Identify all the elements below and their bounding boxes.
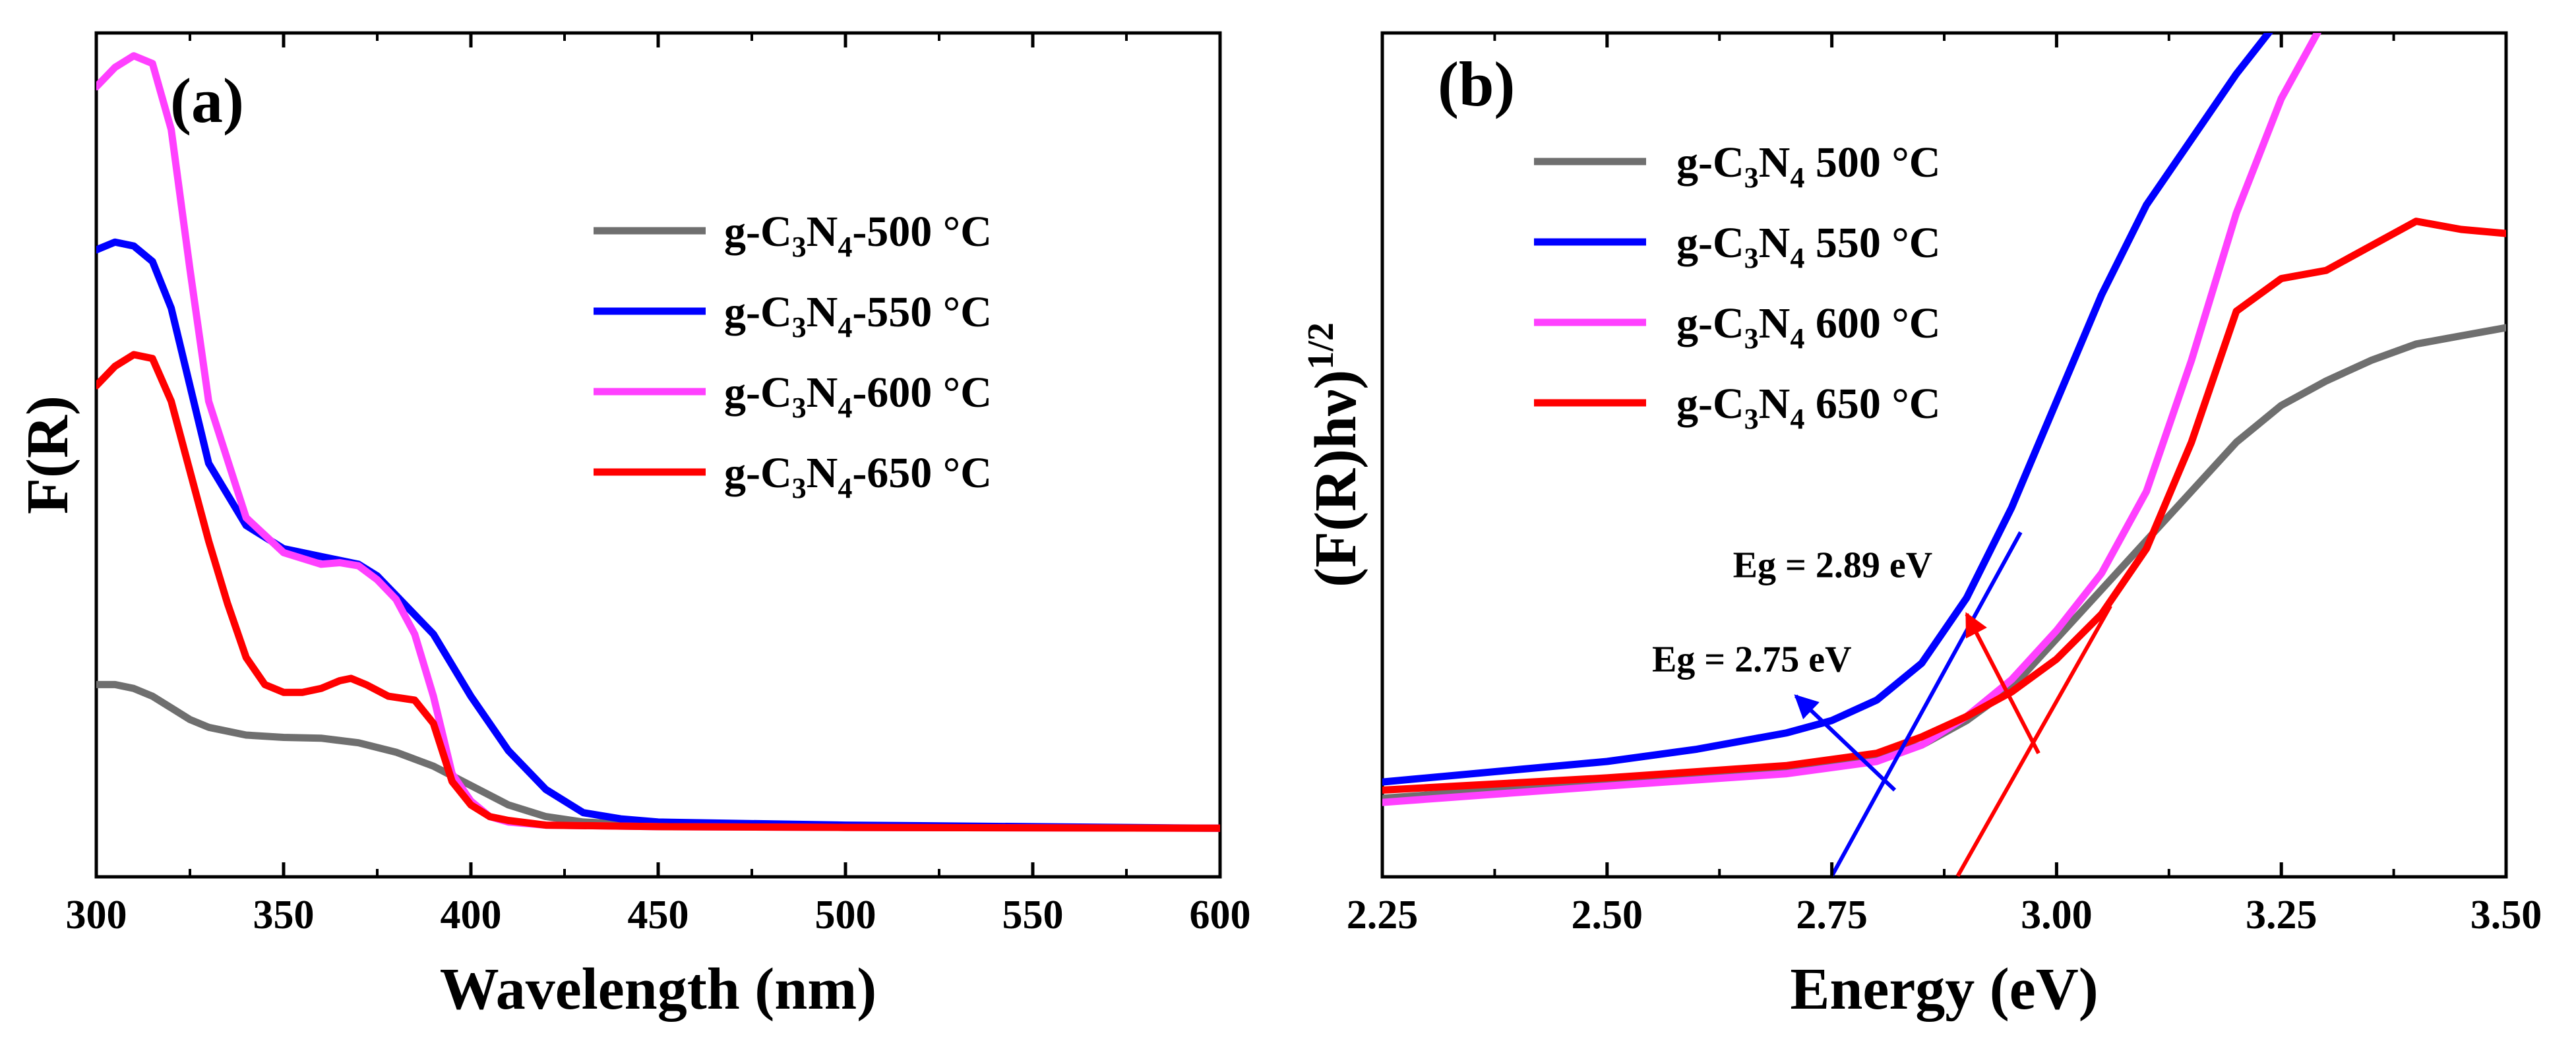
x-tick-label-a-3: 450: [628, 893, 689, 937]
x-tick-label-b-2: 2.75: [1796, 893, 1868, 937]
series-line-b-1: [1382, 33, 2273, 786]
legend-label-a-1: g-C3N4-550 °C: [724, 288, 992, 343]
series-lines-a: [96, 52, 1220, 832]
annotation-arrow-1: [1965, 612, 2040, 754]
x-tick-label-a-2: 400: [441, 893, 502, 937]
panel-label-b: (b): [1438, 49, 1515, 119]
x-tick-label-b-5: 3.50: [2470, 893, 2542, 937]
legend-label-b-3: g-C3N4 650 °C: [1676, 380, 1940, 435]
tangent-line-0: [1829, 531, 2023, 877]
series-line-a-3: [96, 351, 1220, 832]
series-line-b-2: [1382, 33, 2322, 806]
series-line-b-3: [1382, 218, 2506, 794]
legend-label-a-0: g-C3N4-500 °C: [724, 208, 992, 263]
x-tick-label-b-1: 2.50: [1572, 893, 1643, 937]
y-axis-label-b: (F(R)hν)1/2: [1301, 322, 1368, 587]
x-axis-label-b: Energy (eV): [1790, 957, 2098, 1022]
legend-label-b-2: g-C3N4 600 °C: [1676, 299, 1940, 355]
svg-text:(F(R)hν)1/2: (F(R)hν)1/2: [1301, 322, 1368, 587]
legend-a: g-C3N4-500 °C g-C3N4-550 °C g-C3N4-600 °C g…: [594, 208, 992, 504]
x-tick-label-a-5: 550: [1002, 893, 1064, 937]
y-axis-label-b-main: (F(R)hν): [1303, 370, 1368, 587]
legend-label-a-3: g-C3N4-650 °C: [724, 449, 992, 504]
annotation-label-0: Eg = 2.75 eV: [1652, 639, 1852, 680]
panel-a: 300 350 400 450 500 550 600 (a) Wavelength (nm…: [15, 31, 1251, 1022]
x-tick-label-a-6: 600: [1190, 893, 1251, 937]
annotation-arrow-0: [1794, 694, 1897, 792]
legend-label-a-2: g-C3N4-600 °C: [724, 369, 992, 424]
x-tick-label-b-4: 3.25: [2246, 893, 2317, 937]
panel-b: 2.25 2.50 2.75 3.00 3.25 3.50 (b) Energy (eV)…: [1301, 31, 2542, 1022]
x-axis-label-a: Wavelength (nm): [440, 957, 876, 1022]
panel-label-a: (a): [170, 65, 244, 136]
x-tick-label-a-0: 300: [66, 893, 127, 937]
x-tick-label-b-3: 3.00: [2021, 893, 2093, 937]
x-axis-b: 2.25 2.50 2.75 3.00 3.25 3.50: [1347, 33, 2542, 937]
x-tick-label-a-4: 500: [815, 893, 876, 937]
x-axis-a: 300 350 400 450 500 550 600: [66, 33, 1251, 937]
y-axis-label-a: F(R): [15, 396, 80, 514]
x-tick-label-b-0: 2.25: [1347, 893, 1419, 937]
y-axis-label-b-superscript: 1/2: [1301, 322, 1341, 370]
x-tick-label-a-1: 350: [253, 893, 315, 937]
legend-label-b-1: g-C3N4 550 °C: [1676, 219, 1940, 274]
annotation-label-1: Eg = 2.89 eV: [1733, 545, 1933, 586]
legend-label-b-0: g-C3N4 500 °C: [1676, 138, 1940, 194]
legend-b: g-C3N4 500 °C g-C3N4 550 °C g-C3N4 600 °C g…: [1534, 138, 1940, 435]
bandgap-annotations: Eg = 2.75 eV Eg = 2.89 eV: [1652, 545, 2040, 792]
